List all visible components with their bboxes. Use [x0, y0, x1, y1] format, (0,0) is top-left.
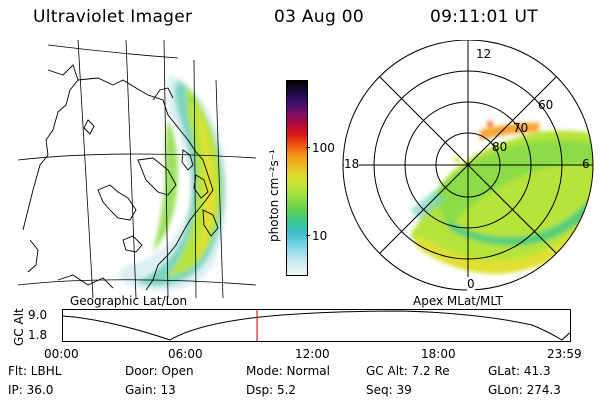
- altitude-tick-low: 1.8: [28, 328, 48, 342]
- ip-value: IP: 36.0: [8, 383, 54, 397]
- mlat-label-60: 60: [538, 98, 554, 112]
- mode-value: Mode: Normal: [246, 364, 330, 378]
- altitude-plot-frame: [62, 309, 571, 342]
- mlt-label-18: 18: [344, 157, 360, 171]
- time-tick-1200: 12:00: [295, 347, 330, 361]
- seq-value: Seq: 39: [366, 383, 412, 397]
- time-tick-2359: 23:59: [547, 347, 582, 361]
- lat-lon-grid: [18, 40, 256, 298]
- gain-value: Gain: 13: [125, 383, 176, 397]
- geo-panel-caption: Geographic Lat/Lon: [70, 294, 188, 308]
- colorbar-tick-100: 100: [312, 141, 335, 155]
- time-tick-0600: 06:00: [168, 347, 203, 361]
- door-value: Door: Open: [125, 364, 194, 378]
- polar-mlat-mlt-panel: [342, 40, 594, 291]
- altitude-tick-high: 9.0: [28, 308, 48, 322]
- dsp-value: Dsp: 5.2: [246, 383, 297, 397]
- altitude-orbit-plot: [62, 309, 571, 342]
- gc-altitude-value: GC Alt: 7.2 Re: [366, 364, 450, 378]
- filter-value: Flt: LBHL: [8, 364, 62, 378]
- polar-panel-caption: Apex MLat/MLT: [413, 294, 503, 308]
- geographic-map-panel: [18, 40, 256, 298]
- mlt-label-0: 0: [467, 277, 475, 291]
- mlt-label-6: 6: [582, 157, 590, 171]
- time-tick-1800: 18:00: [421, 347, 456, 361]
- colorbar-tick-10: 10: [312, 229, 328, 243]
- colorbar-unit-label: photon cm⁻²s⁻¹: [267, 149, 281, 242]
- mlat-label-70: 70: [513, 121, 529, 135]
- instrument-title: Ultraviolet Imager: [33, 7, 193, 27]
- mlat-label-80: 80: [492, 140, 508, 154]
- time-label: 09:11:01 UT: [430, 7, 538, 27]
- date-label: 03 Aug 00: [274, 7, 364, 27]
- coastline-outline: [22, 64, 219, 291]
- time-tick-0000: 00:00: [44, 347, 79, 361]
- glat-value: GLat: 41.3: [488, 364, 551, 378]
- altitude-axis-label: GC Alt: [12, 308, 26, 346]
- intensity-colorbar: [286, 80, 308, 276]
- mlt-label-12: 12: [476, 47, 492, 61]
- polar-grid: [342, 40, 594, 291]
- orbit-altitude-curve: [62, 310, 571, 341]
- glon-value: GLon: 274.3: [488, 383, 561, 397]
